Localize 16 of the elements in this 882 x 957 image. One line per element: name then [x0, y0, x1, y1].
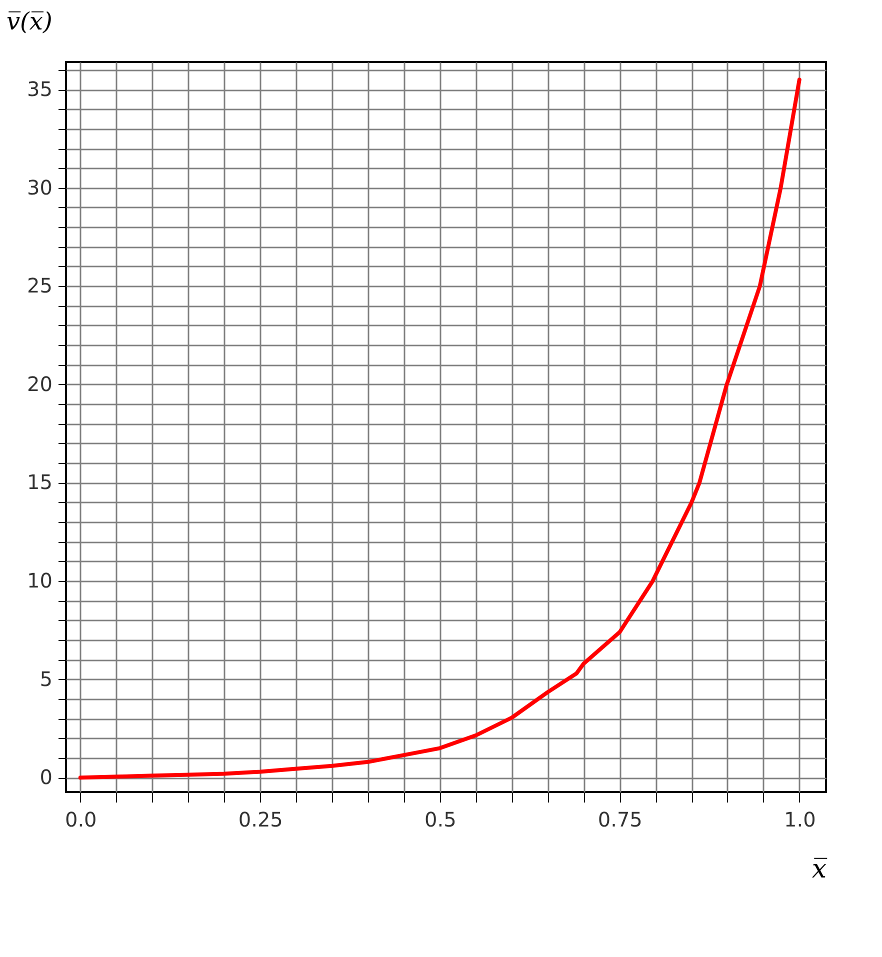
x-tick-label: 0.5 — [424, 808, 456, 832]
x-tick-label: 0.25 — [238, 808, 283, 832]
y-tick-label: 15 — [27, 470, 52, 494]
x-axis-title: x̅ — [812, 854, 828, 884]
x-tick-label: 1.0 — [784, 808, 816, 832]
y-tick-label: 35 — [27, 77, 52, 102]
line-series — [78, 78, 802, 780]
y-axis-title: v̅(x̅) — [6, 8, 52, 36]
y-tick-label: 20 — [27, 372, 52, 396]
y-tick-label: 10 — [27, 568, 52, 593]
x-tick-label: 0.0 — [64, 808, 97, 832]
x-tick-label: 0.75 — [598, 808, 642, 832]
y-tick-label: 25 — [27, 274, 52, 298]
y-tick-label: 30 — [27, 175, 52, 200]
y-tick-label: 0 — [40, 765, 52, 790]
y-tick-label: 5 — [40, 666, 52, 691]
